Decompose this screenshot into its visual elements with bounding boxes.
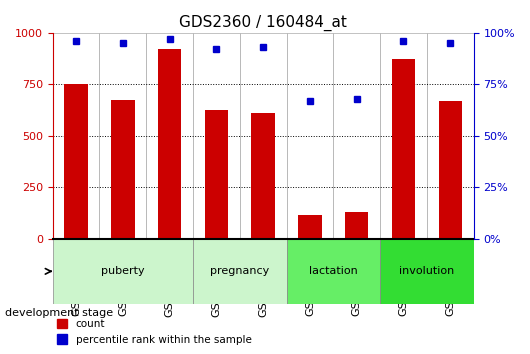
Text: pregnancy: pregnancy [210,266,269,276]
Bar [193,239,287,304]
Bar [392,59,415,239]
Text: lactation: lactation [309,266,358,276]
Bar [65,84,88,239]
Text: development stage: development stage [5,308,113,318]
Bar [146,33,193,239]
Legend: count, percentile rank within the sample: count, percentile rank within the sample [53,315,256,349]
Bar [427,33,474,239]
Bar [240,33,287,239]
Bar [439,101,462,239]
Bar [111,100,135,239]
Bar [100,33,146,239]
Bar [380,33,427,239]
Bar [287,239,380,304]
Bar [380,239,474,304]
Bar [52,33,100,239]
Title: GDS2360 / 160484_at: GDS2360 / 160484_at [179,15,347,31]
Bar [333,33,380,239]
Bar [52,239,193,304]
Text: puberty: puberty [101,266,145,276]
Bar [193,33,240,239]
Bar [345,212,368,239]
Bar [205,110,228,239]
Text: involution: involution [399,266,455,276]
Bar [287,33,333,239]
Bar [252,113,275,239]
Bar [158,49,181,239]
Bar [298,215,322,239]
